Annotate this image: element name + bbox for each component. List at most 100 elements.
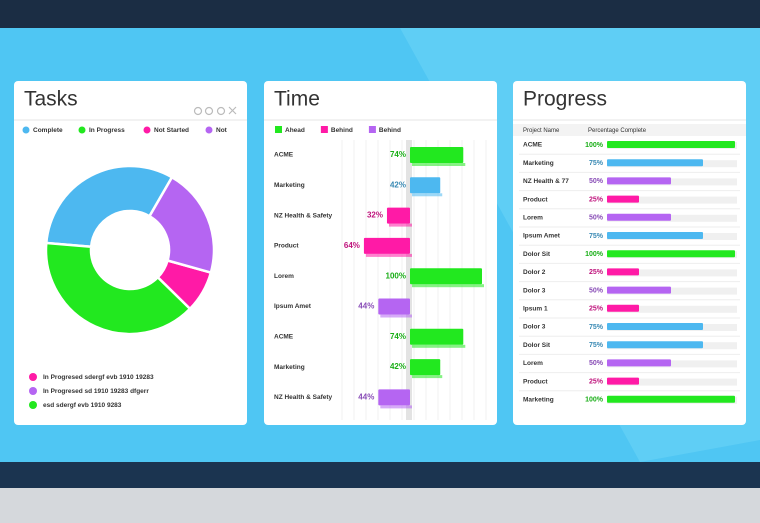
value-label: 50% (589, 287, 604, 294)
column-header: Percentage Complete (588, 128, 647, 134)
legend-label: Behind (331, 127, 353, 134)
value-label: 64% (344, 241, 360, 250)
note-dot (29, 401, 37, 409)
bar (607, 304, 639, 312)
bar (410, 177, 441, 194)
value-label: 74% (390, 150, 406, 159)
row-label: ACME (523, 142, 543, 149)
row-label: Marketing (523, 397, 554, 404)
bar-shade (365, 253, 412, 257)
row-label: Dolor Sit (523, 251, 551, 258)
legend-swatch (275, 126, 282, 133)
legend-label: Not Started (154, 127, 189, 134)
value-label: 25% (589, 378, 604, 385)
note-dot (29, 387, 37, 395)
bar-track (607, 269, 737, 277)
note-dot (29, 373, 37, 381)
bar-shade (412, 344, 466, 348)
value-label: 44% (358, 393, 374, 402)
bar-shade (412, 193, 443, 197)
legend-swatch (368, 126, 376, 133)
value-label: 25% (589, 196, 604, 203)
bar-track (607, 305, 737, 313)
value-label: 74% (390, 332, 406, 341)
bar-track (607, 214, 737, 222)
bar (607, 286, 671, 294)
bar (363, 237, 410, 254)
row-label: Lorem (523, 360, 543, 367)
legend-dot (205, 126, 213, 134)
bar (607, 323, 703, 330)
bar (607, 159, 703, 167)
row-label: NZ Health & 77 (523, 178, 569, 185)
row-label: Dolor 3 (523, 287, 546, 294)
bar-shade (388, 223, 412, 227)
donut-slice (44, 164, 174, 249)
legend-label: Ahead (285, 127, 305, 134)
bar (410, 359, 441, 376)
row-label: ACME (274, 334, 294, 341)
bar (607, 195, 639, 203)
panel-title: Time (274, 88, 320, 111)
bar (410, 268, 482, 285)
donut-slice (147, 175, 216, 275)
note-text: In Progresed sdergf evb 1910 19283 (43, 374, 154, 381)
bar (378, 389, 410, 406)
value-label: 100% (585, 397, 604, 404)
bar-track (607, 287, 737, 295)
value-label: 50% (589, 178, 604, 185)
row-label: Product (523, 196, 548, 203)
row-label: Lorem (523, 215, 543, 222)
row-label: Ipsum Amet (523, 233, 561, 240)
bar (607, 377, 639, 385)
bar-shade (380, 405, 412, 409)
row-label: Marketing (523, 160, 554, 167)
value-label: 25% (589, 269, 604, 276)
donut-slice (44, 241, 192, 336)
legend-dot (143, 126, 151, 134)
bar (607, 395, 735, 403)
legend-dot (22, 126, 30, 134)
value-label: 50% (589, 360, 604, 367)
row-label: ACME (274, 152, 294, 159)
row-label: Ipsum 1 (523, 306, 548, 313)
row-label: Dolor Sit (523, 342, 551, 349)
help-icon[interactable] (216, 106, 226, 116)
row-label: NZ Health & Safety (274, 394, 333, 401)
row-label: Ipsum Amet (274, 303, 312, 310)
legend-label: Not (216, 127, 228, 134)
row-label: Marketing (274, 364, 305, 371)
value-label: 50% (589, 215, 604, 222)
legend-swatch (320, 126, 328, 133)
bar-track (607, 178, 737, 186)
row-label: Marketing (274, 182, 305, 189)
close-icon[interactable] (228, 106, 237, 115)
note-text: In Progresed sd 1910 19283 dfgerr (43, 388, 149, 395)
panel-title: Tasks (24, 88, 78, 111)
bar (607, 213, 671, 221)
value-label: 42% (390, 180, 406, 189)
bar (607, 177, 671, 185)
bar (607, 359, 671, 367)
value-label: 25% (589, 306, 604, 313)
search-icon[interactable] (193, 106, 203, 116)
bar (410, 147, 464, 163)
column-header: Project Name (523, 128, 560, 134)
laptop-base (0, 488, 760, 523)
bar-track (607, 360, 737, 368)
value-label: 32% (367, 211, 383, 220)
legend-label: Behind (379, 127, 401, 134)
legend-dot (78, 126, 86, 134)
bar (607, 250, 735, 258)
bar (410, 328, 464, 345)
bar-shade (412, 163, 466, 166)
row-label: Lorem (274, 273, 294, 280)
settings-icon[interactable] (204, 106, 214, 116)
bar (607, 341, 703, 349)
bar-shade (380, 314, 412, 318)
legend-label: In Progress (89, 127, 125, 134)
row-label: Dolor 3 (523, 324, 546, 331)
bar (607, 268, 639, 276)
